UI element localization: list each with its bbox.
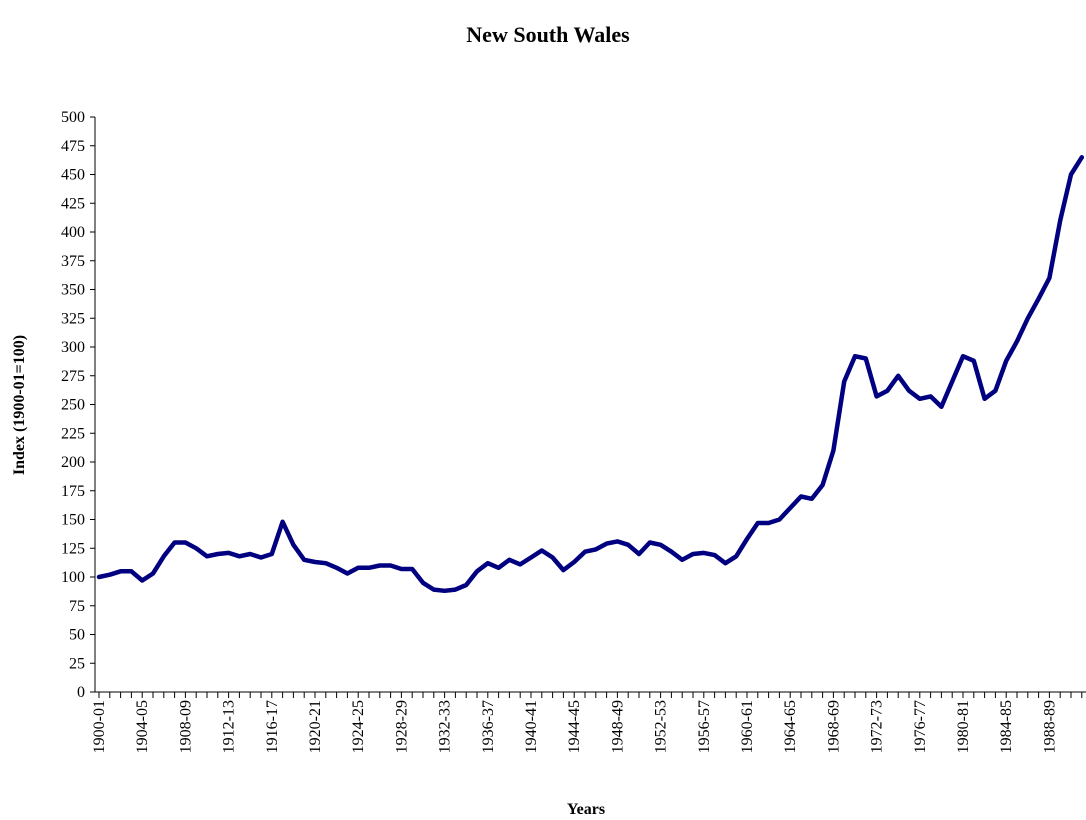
x-tick-label: 1988-89 xyxy=(1041,700,1058,753)
x-axis-label: Years xyxy=(567,801,605,818)
y-tick-label: 425 xyxy=(61,195,85,212)
x-tick-label: 1928-29 xyxy=(393,700,410,753)
y-tick-label: 50 xyxy=(69,627,85,644)
y-tick-label: 350 xyxy=(61,282,85,299)
x-tick-label: 1924-25 xyxy=(350,700,367,753)
x-tick-label: 1920-21 xyxy=(307,700,324,753)
data-line xyxy=(96,155,1085,594)
y-tick-label: 75 xyxy=(69,598,85,615)
y-tick-label: 125 xyxy=(61,540,85,557)
x-tick-label: 1940-41 xyxy=(523,700,540,753)
chart-title: New South Wales xyxy=(466,22,630,47)
y-tick-label: 375 xyxy=(61,253,85,270)
y-tick-label: 225 xyxy=(61,425,85,442)
x-tick-label: 1960-61 xyxy=(739,700,756,753)
x-tick-label: 1912-13 xyxy=(221,700,238,753)
y-tick-label: 300 xyxy=(61,339,85,356)
y-tick-label: 100 xyxy=(61,569,85,586)
y-tick-label: 475 xyxy=(61,138,85,155)
x-tick-label: 1916-17 xyxy=(264,700,281,753)
y-tick-label: 325 xyxy=(61,310,85,327)
y-axis-label: Index (1900-01=100) xyxy=(11,335,28,475)
x-tick-label: 1904-05 xyxy=(134,700,151,753)
y-tick-label: 275 xyxy=(61,368,85,385)
y-tick-label: 0 xyxy=(77,684,85,701)
y-tick-label: 250 xyxy=(61,397,85,414)
y-tick-label: 25 xyxy=(69,655,85,672)
x-tick-label: 1908-09 xyxy=(177,700,194,753)
x-tick-label: 1984-85 xyxy=(998,700,1015,753)
x-tick-label: 1976-77 xyxy=(912,700,929,753)
x-tick-label: 1968-69 xyxy=(825,700,842,753)
x-tick-label: 1944-45 xyxy=(566,700,583,753)
x-tick-label: 1900-01 xyxy=(91,700,108,753)
y-tick-label: 200 xyxy=(61,454,85,471)
x-tick-label: 1956-57 xyxy=(696,700,713,753)
y-tick-label: 175 xyxy=(61,483,85,500)
x-tick-label: 1936-37 xyxy=(480,700,497,753)
x-tick-label: 1952-53 xyxy=(653,700,670,753)
y-tick-label: 150 xyxy=(61,512,85,529)
x-tick-label: 1972-73 xyxy=(869,700,886,753)
x-tick-label: 1964-65 xyxy=(782,700,799,753)
y-tick-label: 450 xyxy=(61,167,85,184)
y-tick-label: 400 xyxy=(61,224,85,241)
x-tick-label: 1980-81 xyxy=(955,700,972,753)
x-tick-label: 1948-49 xyxy=(609,700,626,753)
y-tick-label: 500 xyxy=(61,109,85,126)
x-tick-label: 1932-33 xyxy=(437,700,454,753)
